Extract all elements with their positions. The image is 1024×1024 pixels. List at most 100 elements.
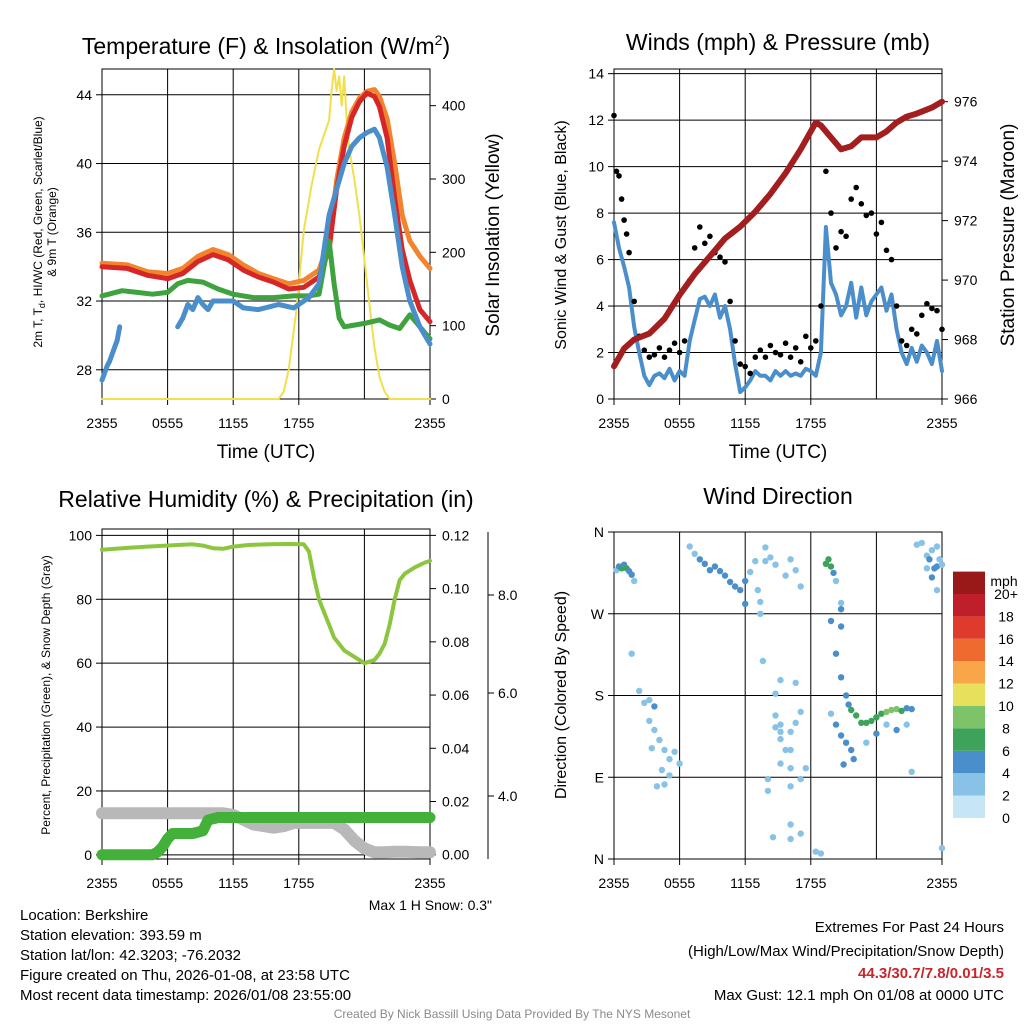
direction-point bbox=[742, 577, 749, 585]
temp-series-windchill bbox=[99, 324, 123, 383]
direction-point bbox=[863, 739, 870, 746]
direction-point bbox=[933, 563, 941, 570]
gust-point bbox=[651, 352, 658, 358]
direction-point bbox=[646, 717, 653, 725]
gust-point bbox=[898, 338, 905, 344]
winds-ytick-label: 14 bbox=[588, 66, 604, 82]
rh-xtick-label: 1155 bbox=[218, 875, 248, 891]
gust-point bbox=[908, 326, 915, 333]
direction-point bbox=[832, 721, 840, 728]
gust-point bbox=[833, 245, 839, 251]
direction-point bbox=[696, 556, 703, 563]
temp-y2tick-label: 100 bbox=[442, 318, 466, 334]
gust-point bbox=[919, 312, 925, 319]
direction-point bbox=[787, 783, 794, 790]
temp-ytick-label: 36 bbox=[76, 224, 92, 240]
direction-point bbox=[842, 692, 850, 699]
direction-point bbox=[666, 755, 673, 763]
direction-point bbox=[863, 719, 870, 726]
legend-label: 8 bbox=[1002, 720, 1010, 736]
gust-point bbox=[623, 231, 630, 237]
winds-y2tick-label: 976 bbox=[954, 94, 978, 110]
gust-point bbox=[772, 349, 779, 356]
dir-plot-frame bbox=[613, 531, 943, 860]
gust-point bbox=[747, 370, 753, 377]
direction-point bbox=[928, 547, 936, 554]
gust-point bbox=[697, 224, 703, 230]
dir-ylabel: Direction (Colored By Speed) bbox=[553, 591, 570, 799]
rh-panel-title: Relative Humidity (%) & Precipitation (i… bbox=[58, 486, 473, 512]
direction-point bbox=[731, 583, 739, 590]
direction-point bbox=[651, 703, 658, 710]
rh-xtick-label: 2355 bbox=[414, 875, 445, 891]
temp-ytick-label: 32 bbox=[76, 293, 92, 309]
direction-point bbox=[792, 679, 799, 686]
direction-point bbox=[772, 712, 779, 719]
direction-point bbox=[653, 783, 661, 790]
legend-label: 12 bbox=[998, 676, 1014, 692]
direction-point bbox=[840, 761, 847, 768]
gust-point bbox=[883, 247, 890, 254]
recent-data-text: Most recent data timestamp: 2026/01/08 2… bbox=[20, 987, 352, 1004]
direction-point bbox=[938, 561, 946, 568]
direction-point bbox=[646, 696, 653, 704]
created-text: Figure created on Thu, 2026-01-08, at 23… bbox=[20, 967, 350, 984]
gust-point bbox=[611, 112, 617, 119]
gust-point bbox=[888, 256, 895, 263]
direction-point bbox=[858, 719, 865, 726]
rh-xtick-label: 2355 bbox=[86, 875, 117, 891]
snow-axis-tick-label: 6.0 bbox=[498, 685, 518, 701]
direction-point bbox=[777, 721, 784, 728]
winds-panel: Winds (mph) & Pressure (mb) Sonic Wind &… bbox=[553, 29, 1019, 463]
pressure-line bbox=[611, 98, 945, 370]
direction-point bbox=[898, 707, 905, 715]
direction-point bbox=[701, 560, 708, 567]
legend-swatch-10 bbox=[953, 683, 985, 706]
temp-xlabel: Time (UTC) bbox=[217, 442, 316, 463]
direction-point bbox=[777, 735, 784, 743]
direction-point bbox=[721, 572, 729, 579]
station-info: Location: Berkshire Station elevation: 3… bbox=[20, 906, 351, 1006]
latlon-text: Station lat/lon: 42.3203; -76.2032 bbox=[20, 947, 242, 964]
gust-point bbox=[742, 363, 748, 370]
direction-point bbox=[903, 705, 910, 712]
direction-point bbox=[903, 721, 910, 728]
dir-xtick-label: 1155 bbox=[730, 875, 760, 891]
direction-point bbox=[797, 775, 804, 783]
gust-point bbox=[666, 347, 673, 354]
legend-swatch-8 bbox=[953, 706, 985, 729]
winds-y2tick-label: 972 bbox=[954, 213, 978, 229]
gust-point bbox=[903, 342, 910, 349]
gust-point bbox=[823, 168, 829, 175]
legend-label: 10 bbox=[998, 698, 1014, 714]
direction-point bbox=[908, 705, 915, 713]
direction-point bbox=[777, 728, 784, 735]
rh-y2tick-label: 0.12 bbox=[442, 527, 469, 543]
direction-point bbox=[797, 583, 804, 590]
temp-ylabel-line1: 2m T, Td, HI/WC (Red, Green, Scarlet/Blu… bbox=[31, 116, 47, 347]
dir-ytick-label: S bbox=[595, 688, 604, 704]
legend-label: 0 bbox=[1002, 810, 1010, 826]
direction-point bbox=[848, 706, 855, 714]
direction-point bbox=[888, 706, 895, 714]
gust-point bbox=[873, 231, 880, 237]
winds-y2tick-label: 968 bbox=[954, 332, 978, 348]
direction-point bbox=[782, 572, 789, 579]
direction-point bbox=[837, 606, 845, 613]
gust-point bbox=[828, 210, 834, 216]
legend-swatch-6 bbox=[953, 728, 985, 751]
gust-point bbox=[863, 212, 870, 219]
direction-point bbox=[628, 650, 635, 657]
temperature-panel: Temperature (F) & Insolation (W/m2) 2m T… bbox=[31, 32, 504, 463]
gust-point bbox=[787, 354, 794, 361]
direction-point bbox=[787, 746, 794, 754]
rh-ylabel: Percent, Precipitation (Green), & Snow D… bbox=[39, 555, 53, 834]
direction-point bbox=[772, 561, 779, 568]
direction-point bbox=[837, 732, 845, 739]
direction-point bbox=[830, 569, 837, 577]
winds-panel-title: Winds (mph) & Pressure (mb) bbox=[626, 29, 930, 55]
gust-point bbox=[757, 347, 764, 354]
direction-point bbox=[777, 760, 784, 767]
winds-y2tick-label: 966 bbox=[954, 391, 978, 407]
gust-point bbox=[722, 259, 728, 265]
